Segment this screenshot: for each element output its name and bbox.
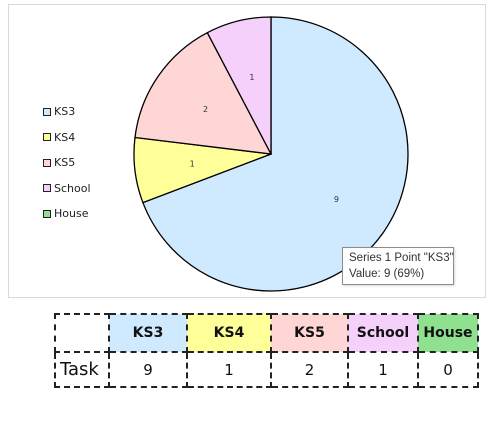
pie-data-label-ks5: 2 [203, 105, 208, 114]
legend-swatch [43, 107, 51, 116]
legend-item-ks3: KS3 [43, 99, 91, 125]
legend-swatch [43, 158, 51, 167]
table-cell-school: 1 [347, 351, 419, 388]
pie-data-label-school: 1 [249, 73, 254, 82]
table-header-cell-house: House [417, 313, 479, 353]
legend: KS3 KS4 KS5 School House [43, 99, 91, 227]
chart-tooltip: Series 1 Point "KS3" Value: 9 (69%) [342, 247, 454, 285]
table-cell-ks4: 1 [186, 351, 272, 388]
legend-swatch [43, 184, 51, 193]
data-table: KS3 KS4 KS5 School House Task 9 1 2 1 0 [54, 313, 479, 388]
table-cell-ks5: 2 [270, 351, 349, 388]
table-row-label: Task [54, 351, 110, 388]
legend-label: School [54, 181, 91, 195]
pie-chart: 9 1 2 1 [133, 16, 409, 292]
table-cell-ks3: 9 [108, 351, 188, 388]
legend-label: KS5 [54, 156, 76, 170]
table-header-row: KS3 KS4 KS5 School House [54, 313, 479, 353]
table-header-cell-ks4: KS4 [186, 313, 272, 353]
pie-slice-school[interactable] [206, 16, 272, 155]
pie-data-label-ks4: 1 [190, 160, 195, 169]
legend-item-ks5: KS5 [43, 150, 91, 176]
tooltip-series-point: Series 1 Point "KS3" [349, 252, 454, 264]
legend-label: House [54, 207, 89, 221]
pie-data-label-ks3: 9 [334, 195, 339, 204]
table-header-cell-ks5: KS5 [270, 313, 349, 353]
table-cell-house: 0 [417, 351, 479, 388]
chart-area: 9 1 2 1 KS3 KS4 KS5 School House Series 1 P… [8, 4, 486, 298]
pie-slice-ks5[interactable] [134, 31, 273, 155]
legend-item-school: School [43, 176, 91, 202]
legend-label: KS3 [54, 105, 76, 119]
table-header-cell-ks3: KS3 [108, 313, 188, 353]
legend-label: KS4 [54, 130, 76, 144]
table-row: Task 9 1 2 1 0 [54, 351, 479, 388]
table-header-cell-empty [54, 313, 110, 353]
pie-slice-ks3[interactable] [142, 16, 409, 292]
tooltip-value: Value: 9 (69%) [349, 268, 425, 280]
legend-item-ks4: KS4 [43, 125, 91, 151]
legend-item-house: House [43, 201, 91, 227]
legend-swatch [43, 209, 51, 218]
legend-swatch [43, 133, 51, 142]
table-header-cell-school: School [347, 313, 419, 353]
